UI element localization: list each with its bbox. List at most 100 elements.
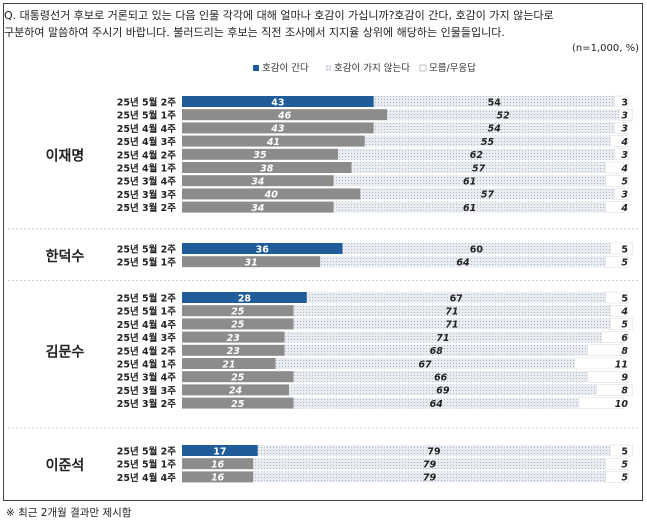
value-label-unfavorable: 67: [450, 293, 463, 304]
value-label-dont-know: 3: [621, 190, 628, 201]
bar-favorable: [182, 371, 294, 383]
legend-label-1: 호감이 가지 않는다: [334, 62, 410, 74]
period-label: 25년 5월 1주: [117, 306, 177, 318]
value-label-favorable: 43: [271, 97, 284, 108]
bar-unfavorable: [284, 331, 602, 343]
period-label: 25년 4월 3주: [117, 332, 177, 344]
bar-unfavorable: [289, 384, 597, 396]
value-label-favorable: 25: [231, 307, 245, 318]
value-label-unfavorable: 71: [445, 320, 458, 331]
value-label-dont-know: 3: [621, 150, 628, 161]
value-label-unfavorable: 69: [436, 386, 450, 397]
bar-favorable: [182, 397, 294, 409]
bar-favorable: [182, 458, 254, 470]
bar-favorable: [182, 188, 361, 200]
bar-dont-know: [596, 384, 633, 396]
bar-favorable: [182, 331, 285, 343]
value-label-unfavorable: 55: [481, 137, 495, 148]
legend-label-2: 모름/무응답: [429, 62, 476, 74]
bar-unfavorable: [333, 175, 606, 187]
unit-note: (n=1,000, %): [571, 43, 639, 54]
value-label-unfavorable: 54: [488, 124, 502, 135]
value-label-favorable: 36: [256, 244, 270, 255]
bar-unfavorable: [306, 292, 606, 303]
legend-swatch-1: [325, 65, 331, 71]
value-label-dont-know: 4: [620, 203, 628, 214]
period-label: 25년 3월 4주: [117, 176, 177, 188]
period-label: 25년 4월 3주: [117, 136, 177, 148]
bar-unfavorable: [387, 109, 620, 121]
value-label-unfavorable: 60: [470, 244, 484, 255]
period-label: 25년 3월 2주: [117, 202, 177, 214]
value-label-favorable: 40: [264, 190, 279, 201]
group-label: 이준석: [46, 457, 85, 474]
bar-unfavorable: [364, 135, 611, 147]
question-line-2: 구분하여 말씀하여 주시기 바랍니다. 불러드리는 후보는 직전 조사에서 지지…: [4, 26, 505, 39]
bar-unfavorable: [293, 397, 579, 409]
bar-dont-know: [609, 305, 629, 317]
bar-unfavorable: [351, 162, 606, 173]
value-label-favorable: 25: [231, 320, 245, 331]
bar-favorable: [182, 135, 365, 147]
legend-swatch-2: [419, 64, 427, 72]
value-label-favorable: 25: [231, 373, 245, 384]
value-label-favorable: 31: [245, 258, 258, 269]
value-label-dont-know: 3: [621, 97, 628, 108]
question-line-1: Q. 대통령선거 후보로 거론되고 있는 다음 인물 각각에 대해 얼마나 호감…: [4, 9, 554, 22]
bar-unfavorable: [338, 148, 615, 160]
bar-dont-know: [609, 444, 633, 457]
period-label: 25년 5월 2주: [117, 244, 177, 256]
period-label: 25년 4월 1주: [117, 359, 177, 371]
bar-dont-know: [605, 201, 624, 213]
value-label-dont-know: 5: [621, 293, 628, 304]
period-label: 25년 5월 2주: [117, 97, 177, 109]
value-label-dont-know: 4: [620, 163, 628, 174]
bar-dont-know: [605, 256, 629, 268]
period-label: 25년 3월 4주: [117, 372, 177, 384]
value-label-unfavorable: 66: [434, 373, 448, 384]
value-label-dont-know: 6: [621, 333, 628, 344]
bar-favorable: [182, 358, 276, 369]
period-label: 25년 5월 1주: [117, 257, 177, 269]
value-label-dont-know: 5: [621, 446, 628, 457]
value-label-favorable: 17: [213, 446, 226, 457]
legend-swatch-0: [253, 65, 259, 71]
value-label-unfavorable: 79: [427, 446, 440, 457]
value-label-dont-know: 5: [621, 177, 628, 188]
value-label-dont-know: 4: [620, 137, 628, 148]
value-label-dont-know: 4: [620, 307, 628, 318]
period-label: 25년 3월 3주: [117, 189, 177, 201]
bar-dont-know: [587, 344, 624, 356]
bar-dont-know: [614, 122, 629, 134]
period-label: 25년 3월 2주: [117, 398, 177, 410]
bar-dont-know: [578, 397, 624, 409]
period-label: 25년 5월 2주: [117, 446, 177, 458]
value-label-unfavorable: 52: [497, 111, 511, 122]
bar-unfavorable: [342, 243, 611, 254]
value-label-favorable: 41: [266, 137, 280, 148]
value-label-favorable: 34: [251, 177, 265, 188]
bar-dont-know: [601, 331, 629, 343]
bar-dont-know: [609, 135, 629, 147]
bar-favorable: [182, 256, 321, 268]
bar-dont-know: [605, 174, 629, 187]
legend-label-0: 호감이 간다: [262, 62, 309, 74]
value-label-unfavorable: 71: [445, 307, 458, 318]
value-label-favorable: 23: [227, 346, 241, 357]
value-label-favorable: 43: [270, 124, 285, 135]
value-label-unfavorable: 79: [423, 473, 437, 484]
bar-dont-know: [614, 148, 629, 161]
value-label-dont-know: 8: [621, 386, 628, 397]
bar-favorable: [182, 471, 254, 483]
bar-favorable: [182, 162, 352, 173]
value-label-favorable: 25: [231, 399, 245, 410]
value-label-unfavorable: 54: [488, 97, 502, 108]
value-label-favorable: 24: [229, 386, 243, 397]
period-label: 25년 4월 4주: [117, 472, 177, 484]
value-label-unfavorable: 68: [430, 346, 444, 357]
bar-dont-know: [605, 291, 629, 304]
legend: 호감이 간다 호감이 가지 않는다 모름/무응답: [253, 62, 476, 74]
bar-dont-know: [605, 458, 629, 470]
bar-favorable: [182, 122, 374, 134]
